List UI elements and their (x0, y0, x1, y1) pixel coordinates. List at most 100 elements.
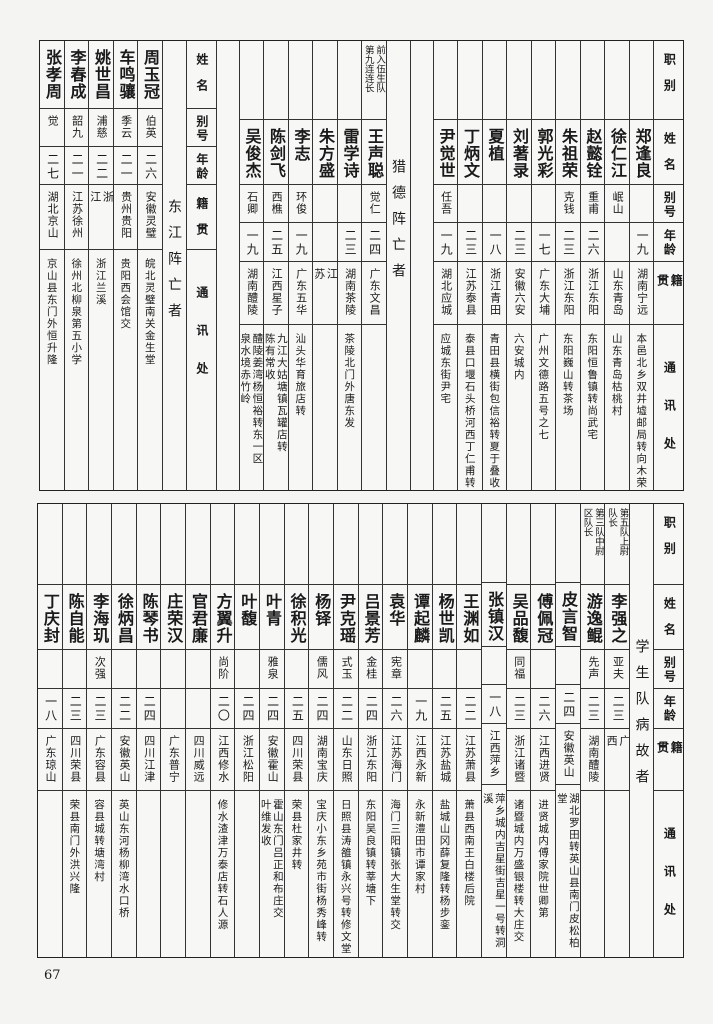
cell-address: 通讯处 (186, 249, 216, 490)
person-native: 安徽霍山 (266, 735, 280, 783)
cell-position (581, 41, 605, 119)
person-age: 二三 (92, 695, 107, 723)
cell-alias: 觉 (40, 108, 64, 146)
person-age: 二四 (315, 695, 329, 723)
cell-address: 海门三阳镇张大生堂转交 (383, 790, 407, 957)
person-native: 山东青岛 (611, 268, 625, 316)
person-name: 吴品馥 (509, 593, 529, 644)
person-age: 二四 (561, 691, 576, 720)
cell-name: 徐炳昌 (111, 584, 136, 649)
person-alias: 岷山 (611, 191, 625, 215)
person-address: 海门三阳镇张大生堂转交 (389, 799, 402, 931)
person-row: 陈琴书 二四 四川江津 (135, 504, 161, 957)
person-row: 赵懿铨 重甫 二六 浙江东阳 东阳恒鲁镇转尚武宅 (579, 41, 605, 490)
person-name: 皮言智 (559, 591, 579, 643)
cell-age: 二四 (358, 688, 383, 728)
cell-native: 广西 (605, 728, 629, 790)
person-alias: 儒风 (315, 656, 329, 680)
person-row: 陈剑飞 西樵 二五 江西星子 九江大姑塘镇瓦罐店转 陈有常收 (263, 41, 288, 490)
section-heading: 猎德阵亡者 (390, 159, 407, 289)
cell-address: 英山东河杨柳湾水口桥 (111, 790, 136, 957)
cell-address: 浙江兰溪 (89, 249, 113, 490)
person-age: 二六 (586, 229, 601, 257)
section-heading: 学生队病故者 (633, 639, 650, 795)
cell-position (556, 504, 580, 582)
header-name: 姓名 (662, 597, 677, 649)
person-address: 进贤城内傅家院世卿第 (537, 799, 550, 919)
page-number: 67 (44, 968, 61, 983)
person-position: 第三队中尉 区队长 (581, 508, 604, 556)
person-age: 二五 (438, 695, 453, 723)
person-alias: 式玉 (340, 656, 354, 680)
person-row: 袁华 宪章 二六 江苏海门 海门三阳镇张大生堂转交 (382, 504, 407, 957)
cell-name: 陈自能 (62, 584, 87, 649)
person-address: 贵阳西会馆交 (119, 258, 132, 330)
cell-age: 二三 (556, 222, 580, 261)
person-age: 二三 (463, 229, 478, 257)
header-address: 通讯处 (662, 827, 677, 941)
person-native: 湖南醴陵 (586, 735, 600, 783)
person-age: 一九 (635, 229, 650, 257)
cell-name: 赵懿铨 (580, 119, 604, 184)
cell-position (483, 41, 507, 119)
cell-address (185, 790, 210, 957)
person-native: 浙江东阳 (562, 268, 576, 316)
person-native: 浙江诸暨 (512, 735, 526, 783)
cell-native: 广东容县 (87, 728, 111, 790)
person-row: 徐仁江 岷山 山东青岛 山东青岛枯桃村 (604, 41, 629, 490)
person-position: 前入伍生队 第九连连长 (362, 45, 386, 93)
cell-position (63, 504, 87, 584)
cell-native: 湖南醴陵 (239, 261, 263, 324)
cell-age: 二六 (383, 688, 407, 728)
cell-age: 二二 (89, 146, 113, 184)
cell-native: 江苏海门 (383, 728, 407, 790)
cell-name: 徐仁江 (605, 119, 629, 184)
person-native: 江西进贤 (537, 735, 551, 783)
person-name: 张镇汉 (485, 591, 504, 643)
person-age: 二四 (367, 229, 382, 257)
cell-native: 浙江松阳 (235, 728, 259, 790)
cell-name: 李海玑 (87, 584, 111, 649)
cell-name: 陈琴书 (136, 584, 161, 649)
cell-name: 皮言智 (555, 582, 580, 646)
person-alias: 石卿 (245, 191, 259, 215)
header-age: 年龄 (662, 695, 677, 723)
cell-native: 江西修水 (210, 728, 235, 790)
person-row: 雷学诗 二三 湖南茶陵 茶陵北门外唐东发 (336, 41, 361, 490)
header-age: 年龄 (194, 153, 209, 181)
heading-cell: 猎德阵亡者 (387, 41, 410, 490)
cell-position (240, 41, 264, 119)
person-age: 二六 (537, 695, 552, 723)
person-row: 丁炳文 二三 江苏泰县 泰县口堰石头桥河西丁仁甫转 (457, 41, 482, 490)
person-name: 陈剑飞 (266, 128, 286, 179)
cell-name: 吴品馥 (506, 584, 531, 649)
section-heading: 东江阵亡者 (166, 199, 183, 329)
cell-position (309, 504, 333, 584)
cell-age: 二五 (432, 688, 457, 728)
person-name: 叶馥 (238, 593, 258, 627)
cell-native: 广东文昌 (362, 261, 386, 324)
person-age: 一八 (488, 229, 503, 257)
cell-native: 安徽英山 (555, 723, 580, 784)
person-native: 广东五华 (294, 268, 308, 316)
cell-native: 四川荣县 (62, 728, 87, 790)
person-native: 湖南宁远 (635, 268, 649, 316)
person-age: 一九 (439, 229, 454, 257)
cell-native: 浙江东阳 (580, 261, 604, 324)
cell-name: 姓名 (654, 119, 683, 184)
cell-age: 二七 (40, 146, 64, 184)
person-address: 东阳恒鲁镇转尚武宅 (586, 333, 599, 441)
header-alias: 别号 (194, 115, 209, 143)
person-native: 江西萍乡 (488, 730, 502, 779)
person-row: 第五队上尉 队长 李强之 亚夫 二三 广西 (604, 504, 629, 957)
header-native: 籍贯 (194, 197, 209, 249)
person-row: 姚世昌 浦慈 二二 浙江 浙江兰溪 (88, 41, 113, 490)
person-native: 江苏 (313, 268, 337, 301)
cell-native: 广东大埔 (531, 261, 555, 324)
cell-address: 盐城山冈薛复隆转杨步銮 (432, 790, 457, 957)
cell-native: 贵州贵阳 (113, 184, 137, 249)
cell-alias: 浦慈 (89, 108, 113, 146)
cell-name: 姓名 (654, 584, 683, 649)
cell-age: 一八 (481, 684, 506, 723)
cell-age: 二一 (113, 146, 137, 184)
